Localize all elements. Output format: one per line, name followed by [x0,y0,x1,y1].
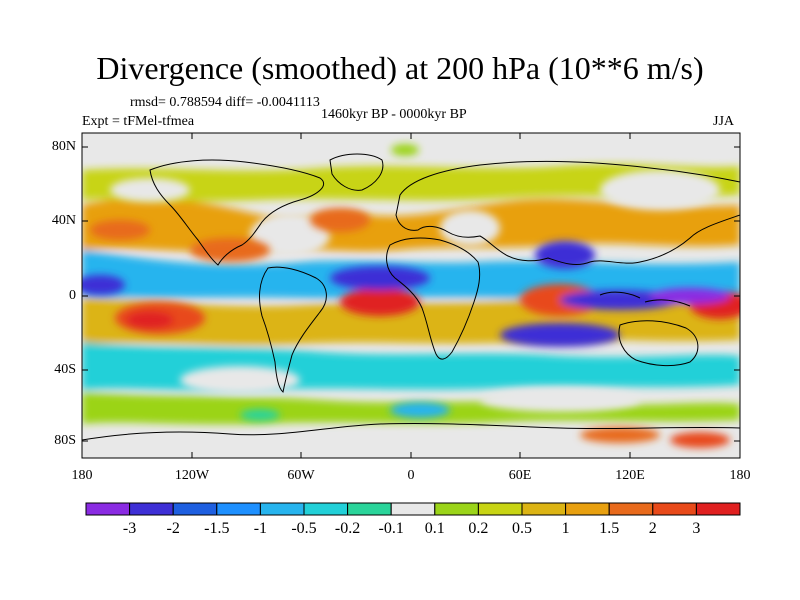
field-gap-1 [250,213,330,257]
field-gap-6 [110,178,190,202]
colorbar-label: 1 [561,520,570,537]
core-18 [391,144,419,156]
lon-label: 120W [174,468,210,483]
core-16 [580,427,660,443]
coast-greenland [329,153,384,191]
field-band-40n [82,197,740,252]
plot-title: Divergence (smoothed) at 200 hPa (10**6 … [96,50,704,86]
core-12 [310,208,370,232]
lon-ticks [81,133,741,458]
core-7 [330,266,430,290]
core-15 [240,409,280,421]
field-gap-3 [600,170,720,210]
season-label: JJA [713,114,735,129]
coast-islands-1 [599,291,641,299]
coast-africa [386,237,481,360]
colorbar-label: 2 [648,520,657,537]
core-9 [82,275,125,295]
divergence-field [82,144,740,448]
colorbar-label: -3 [122,520,137,537]
core-8 [500,323,620,347]
colorbar-swatch [259,502,305,516]
lon-label: 60W [287,468,315,483]
coast-eurasia [395,160,740,265]
colorbar-swatch [85,502,131,516]
core-2 [340,288,420,316]
field-gap-5 [480,388,640,412]
colorbar-label: 1.5 [599,520,620,537]
colorbar-label: -2 [166,520,180,537]
field-gap-2 [440,210,500,246]
colorbar-label: -1.5 [204,520,230,537]
core-17 [670,432,730,448]
colorbar-label: 0.2 [468,520,489,537]
colorbar-swatch [390,502,436,516]
colorbar-swatch [216,502,261,516]
colorbar-swatch [303,502,349,516]
colorbar [85,502,741,516]
colorbar-label: 3 [692,520,701,537]
core-14 [390,402,450,418]
field-band-60n [82,164,740,202]
core-5 [560,290,680,310]
colorbar-swatch [347,502,392,516]
lat-label: 80S [54,433,76,448]
lat-label: 80N [51,139,76,154]
colorbar-label: -0.5 [291,520,317,537]
experiment-label: Expt = tFMel-tfmea [82,114,195,129]
colorbar-swatch [652,502,697,516]
core-13 [90,220,150,240]
lat-ticks [82,146,740,442]
lon-label: 120E [615,468,645,483]
core-6 [650,288,730,304]
stats-text: rmsd= 0.788594 diff= -0.0041113 [130,95,320,110]
colorbar-swatch [565,502,610,516]
colorbar-swatch [695,502,741,516]
lon-label: 180 [729,468,751,483]
lon-label: 180 [71,468,93,483]
lon-label: 0 [407,468,415,483]
coast-australia [618,320,699,367]
core-11 [190,238,270,262]
coast-south-america [259,266,327,393]
colorbar-label: 0.1 [424,520,445,537]
period-label: 1460kyr BP - 0000kyr BP [321,107,467,122]
colorbar-swatch [521,502,567,516]
coastlines [82,153,740,441]
colorbar-swatch [129,502,174,516]
lat-label: 40N [51,213,76,228]
colorbar-label: -0.2 [334,520,361,537]
lon-label: 60E [508,468,532,483]
coast-antarctica [82,422,740,441]
colorbar-swatch [608,502,654,516]
colorbar-swatch [434,502,479,516]
core-1b [126,311,174,329]
field-gap-4 [180,366,300,394]
colorbar-label: -0.1 [378,520,404,537]
colorbar-swatch [477,502,523,516]
colorbar-swatch [172,502,218,516]
core-10 [535,241,595,269]
coast-north-america [149,159,325,266]
lat-label: 40S [54,362,76,377]
lat-label: 0 [69,288,76,303]
colorbar-label: 0.5 [512,520,532,537]
coast-islands-2 [644,299,691,307]
colorbar-label: -1 [253,520,268,537]
